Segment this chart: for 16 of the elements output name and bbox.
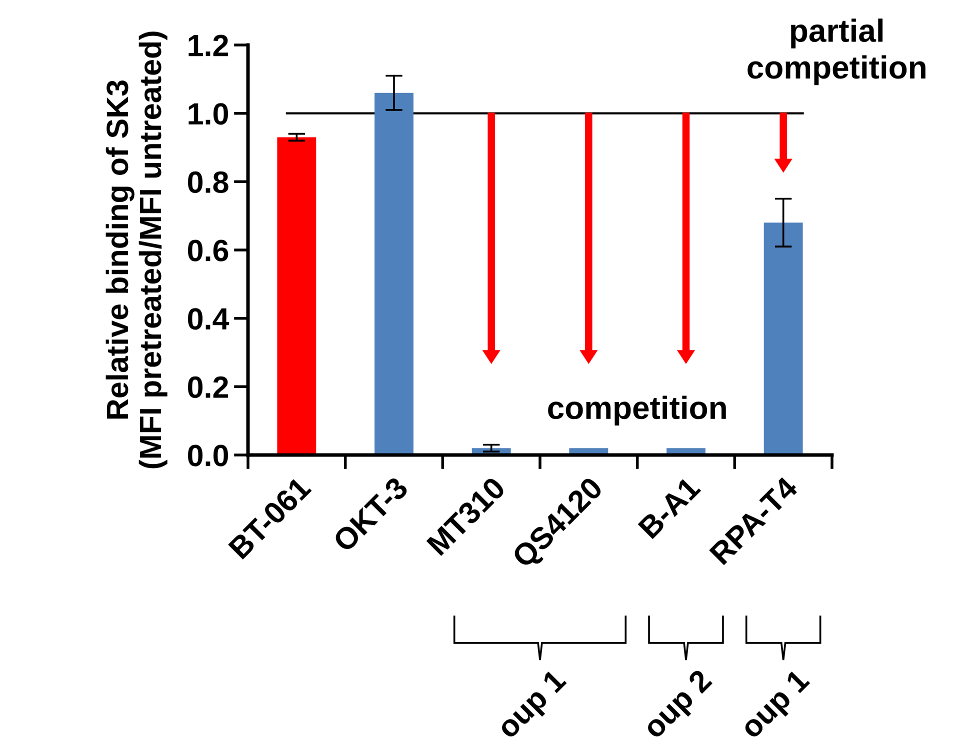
text: oup 2 xyxy=(641,668,717,741)
y-tick-label: 0.4 xyxy=(188,308,230,330)
y-tick-label: 0.0 xyxy=(188,444,228,466)
annotation: partial competition xyxy=(748,18,926,86)
y-tick-label: 0.6 xyxy=(188,240,228,262)
y-tick-label: 0.2 xyxy=(188,376,228,398)
y-tick-label: 1.0 xyxy=(188,103,228,125)
y-tick-label: 0.8 xyxy=(188,171,228,194)
bar xyxy=(277,137,316,455)
text: oup 1 xyxy=(496,668,572,741)
bar xyxy=(374,92,414,455)
y-tick-label: 1.2 xyxy=(188,34,228,56)
text: oup 1 xyxy=(739,668,815,741)
y-axis-title: Relative binding of SK3 (MFI pretreated/MFI untreated) xyxy=(106,32,168,468)
bar xyxy=(764,222,803,455)
annotation: competition xyxy=(548,396,726,426)
